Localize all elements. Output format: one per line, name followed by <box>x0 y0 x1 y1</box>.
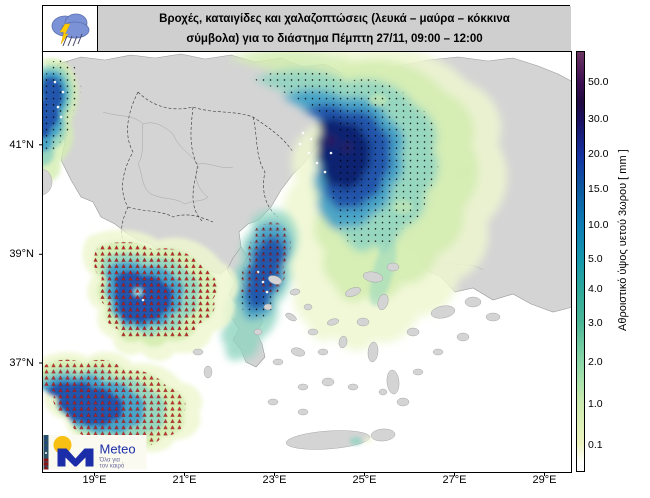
svg-text:τον καιρό: τον καιρό <box>100 463 125 470</box>
svg-text:Meteo: Meteo <box>100 442 136 457</box>
